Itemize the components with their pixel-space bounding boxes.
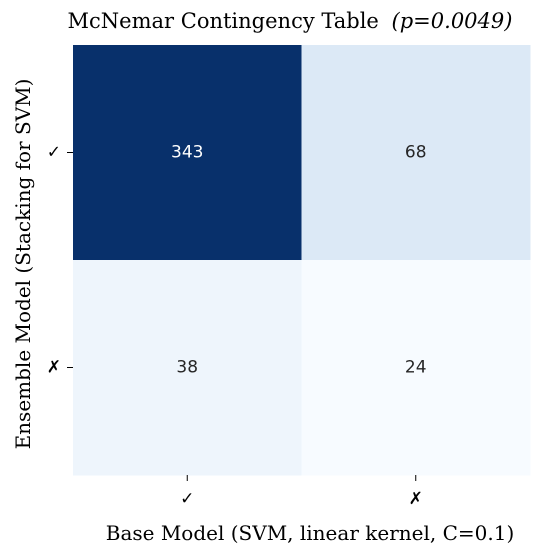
y-axis-title: Ensemble Model (Stacking for SVM): [11, 79, 35, 450]
heatmap-cell-r1-c1: [301, 260, 531, 476]
cell-value-label: 343: [171, 143, 203, 163]
heatmap-cells: 343 68 38 24: [73, 45, 531, 476]
chart-title: McNemar Contingency Table (p=0.0049): [68, 9, 513, 33]
cell-value-label: 68: [405, 143, 427, 163]
x-tick-label: ✗: [409, 489, 423, 509]
chart-title-annotation: (p=0.0049): [392, 9, 513, 33]
heatmap-cell-r0-c0: [73, 45, 302, 261]
y-tick-label: ✓: [47, 143, 61, 163]
chart-title-main: McNemar Contingency Table: [68, 9, 379, 33]
cell-value-label: 24: [405, 358, 427, 378]
heatmap-cell-r0-c1: [301, 45, 531, 261]
heatmap-cell-r1-c0: [73, 260, 302, 476]
x-tick-label: ✓: [180, 489, 194, 509]
cell-value-label: 38: [176, 358, 198, 378]
x-axis-title: Base Model (SVM, linear kernel, C=0.1): [106, 521, 515, 545]
axis-ticks: ✓ ✗ ✓ ✗: [47, 143, 423, 510]
y-tick-label: ✗: [47, 358, 61, 378]
